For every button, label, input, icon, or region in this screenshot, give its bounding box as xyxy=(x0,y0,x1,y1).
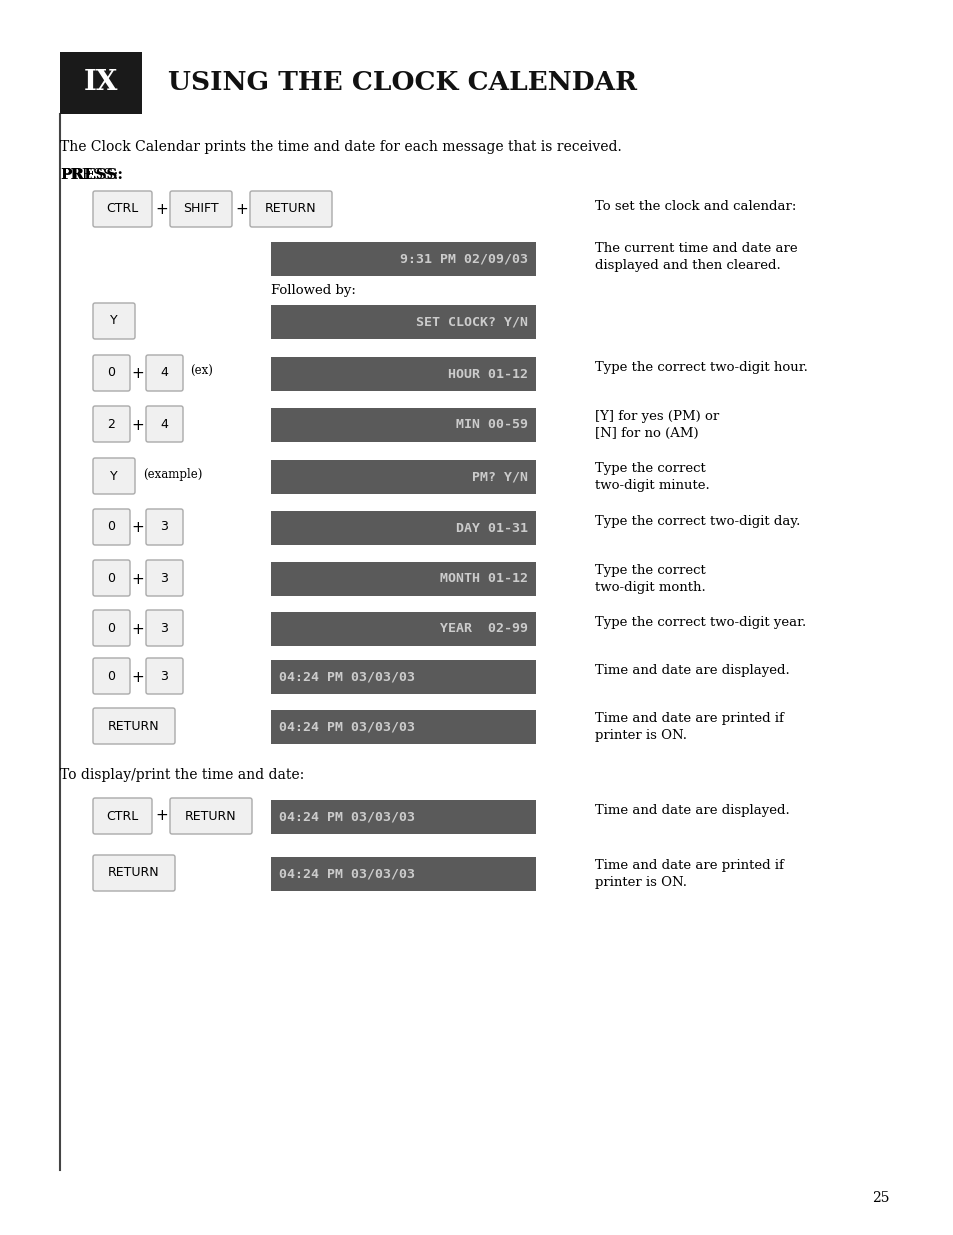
FancyBboxPatch shape xyxy=(170,191,232,227)
FancyBboxPatch shape xyxy=(92,708,174,743)
Text: To set the clock and calendar:: To set the clock and calendar: xyxy=(595,200,796,212)
FancyBboxPatch shape xyxy=(92,509,130,545)
Text: 0: 0 xyxy=(108,621,115,635)
FancyBboxPatch shape xyxy=(146,509,183,545)
Text: RETURN: RETURN xyxy=(185,809,236,823)
Text: 04:24 PM 03/03/03: 04:24 PM 03/03/03 xyxy=(278,810,415,824)
Text: (example): (example) xyxy=(143,468,202,480)
Text: Y: Y xyxy=(111,315,117,327)
Text: MONTH 01-12: MONTH 01-12 xyxy=(439,573,527,585)
Text: Type the correct two-digit day.: Type the correct two-digit day. xyxy=(595,515,800,529)
Text: IX: IX xyxy=(84,69,118,96)
FancyBboxPatch shape xyxy=(146,354,183,391)
Text: 3: 3 xyxy=(160,572,169,584)
Text: HOUR 01-12: HOUR 01-12 xyxy=(448,368,527,380)
FancyBboxPatch shape xyxy=(271,659,536,694)
Text: Followed by:: Followed by: xyxy=(271,284,355,296)
FancyBboxPatch shape xyxy=(146,658,183,694)
FancyBboxPatch shape xyxy=(170,798,252,834)
Text: +: + xyxy=(132,520,144,536)
Text: (ex): (ex) xyxy=(190,366,213,378)
Text: 0: 0 xyxy=(108,572,115,584)
Text: Type the correct
two-digit minute.: Type the correct two-digit minute. xyxy=(595,462,709,492)
FancyBboxPatch shape xyxy=(271,562,536,597)
Text: Type the correct two-digit hour.: Type the correct two-digit hour. xyxy=(595,361,807,374)
Text: PRESS:: PRESS: xyxy=(60,168,118,182)
Text: Y: Y xyxy=(111,469,117,483)
FancyBboxPatch shape xyxy=(271,357,536,391)
FancyBboxPatch shape xyxy=(250,191,332,227)
Text: +: + xyxy=(132,367,144,382)
Text: 0: 0 xyxy=(108,669,115,683)
FancyBboxPatch shape xyxy=(271,800,536,834)
FancyBboxPatch shape xyxy=(271,459,536,494)
FancyBboxPatch shape xyxy=(92,354,130,391)
FancyBboxPatch shape xyxy=(92,406,130,442)
Text: 2: 2 xyxy=(108,417,115,431)
FancyBboxPatch shape xyxy=(146,406,183,442)
Text: Time and date are printed if
printer is ON.: Time and date are printed if printer is … xyxy=(595,713,783,742)
Text: PRESS:: PRESS: xyxy=(60,168,123,182)
FancyBboxPatch shape xyxy=(92,458,135,494)
Text: +: + xyxy=(132,417,144,432)
Text: 3: 3 xyxy=(160,621,169,635)
Text: 4: 4 xyxy=(160,367,169,379)
Text: Type the correct two-digit year.: Type the correct two-digit year. xyxy=(595,616,805,629)
FancyBboxPatch shape xyxy=(146,559,183,597)
Text: 3: 3 xyxy=(160,520,169,534)
Text: +: + xyxy=(155,201,168,216)
FancyBboxPatch shape xyxy=(271,710,536,743)
Text: To display/print the time and date:: To display/print the time and date: xyxy=(60,768,304,782)
Text: +: + xyxy=(155,809,168,824)
Text: CTRL: CTRL xyxy=(107,203,138,215)
Text: The Clock Calendar prints the time and date for each message that is received.: The Clock Calendar prints the time and d… xyxy=(60,140,621,154)
FancyBboxPatch shape xyxy=(92,303,135,338)
Text: Time and date are displayed.: Time and date are displayed. xyxy=(595,664,789,677)
Text: The current time and date are
displayed and then cleared.: The current time and date are displayed … xyxy=(595,242,797,272)
FancyBboxPatch shape xyxy=(92,559,130,597)
Text: [Y] for yes (PM) or
[N] for no (AM): [Y] for yes (PM) or [N] for no (AM) xyxy=(595,410,719,440)
Text: SHIFT: SHIFT xyxy=(183,203,218,215)
Text: PM? Y/N: PM? Y/N xyxy=(472,471,527,483)
Text: Time and date are displayed.: Time and date are displayed. xyxy=(595,804,789,818)
FancyBboxPatch shape xyxy=(92,191,152,227)
FancyBboxPatch shape xyxy=(92,610,130,646)
Text: 0: 0 xyxy=(108,367,115,379)
Text: RETURN: RETURN xyxy=(108,867,160,879)
Text: +: + xyxy=(132,572,144,587)
Text: RETURN: RETURN xyxy=(265,203,316,215)
FancyBboxPatch shape xyxy=(146,610,183,646)
Text: 04:24 PM 03/03/03: 04:24 PM 03/03/03 xyxy=(278,867,415,881)
Text: +: + xyxy=(235,201,248,216)
FancyBboxPatch shape xyxy=(92,798,152,834)
Text: 25: 25 xyxy=(872,1191,889,1205)
FancyBboxPatch shape xyxy=(271,511,536,545)
Text: MIN 00-59: MIN 00-59 xyxy=(456,419,527,431)
Text: RETURN: RETURN xyxy=(108,720,160,732)
FancyBboxPatch shape xyxy=(271,408,536,442)
Text: 0: 0 xyxy=(108,520,115,534)
Text: USING THE CLOCK CALENDAR: USING THE CLOCK CALENDAR xyxy=(168,70,637,95)
Text: 04:24 PM 03/03/03: 04:24 PM 03/03/03 xyxy=(278,671,415,683)
Text: Time and date are printed if
printer is ON.: Time and date are printed if printer is … xyxy=(595,860,783,889)
Text: CTRL: CTRL xyxy=(107,809,138,823)
Text: +: + xyxy=(132,621,144,636)
Text: YEAR  02-99: YEAR 02-99 xyxy=(439,622,527,636)
FancyBboxPatch shape xyxy=(60,52,142,114)
Text: +: + xyxy=(132,669,144,684)
Text: DAY 01-31: DAY 01-31 xyxy=(456,521,527,535)
Text: SET CLOCK? Y/N: SET CLOCK? Y/N xyxy=(416,315,527,329)
Text: 9:31 PM 02/09/03: 9:31 PM 02/09/03 xyxy=(399,252,527,266)
FancyBboxPatch shape xyxy=(271,613,536,646)
FancyBboxPatch shape xyxy=(92,855,174,890)
FancyBboxPatch shape xyxy=(271,857,536,890)
Text: 3: 3 xyxy=(160,669,169,683)
Text: Type the correct
two-digit month.: Type the correct two-digit month. xyxy=(595,564,705,594)
FancyBboxPatch shape xyxy=(271,242,536,275)
Text: 04:24 PM 03/03/03: 04:24 PM 03/03/03 xyxy=(278,720,415,734)
FancyBboxPatch shape xyxy=(92,658,130,694)
Text: 4: 4 xyxy=(160,417,169,431)
FancyBboxPatch shape xyxy=(271,305,536,338)
